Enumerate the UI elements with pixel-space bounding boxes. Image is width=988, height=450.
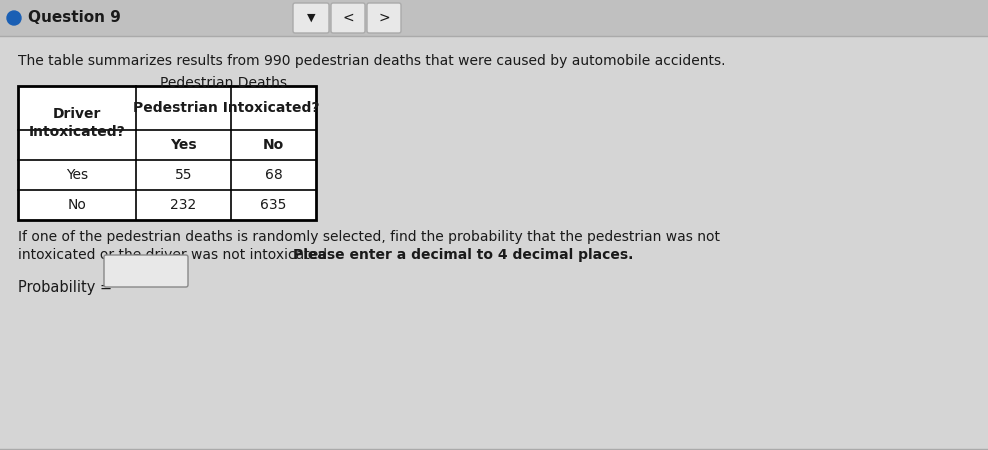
- Text: Question 9: Question 9: [28, 10, 121, 26]
- Text: 232: 232: [170, 198, 197, 212]
- Text: 55: 55: [175, 168, 193, 182]
- Text: No: No: [67, 198, 86, 212]
- FancyBboxPatch shape: [293, 3, 329, 33]
- Text: 635: 635: [260, 198, 287, 212]
- FancyBboxPatch shape: [367, 3, 401, 33]
- Text: >: >: [378, 11, 390, 25]
- Text: ▼: ▼: [306, 13, 315, 23]
- Bar: [0, 0, 988, 36]
- Bar: [18, 86, 316, 220]
- FancyBboxPatch shape: [331, 3, 365, 33]
- Text: Yes: Yes: [66, 168, 88, 182]
- Text: Pedestrian Intoxicated?: Pedestrian Intoxicated?: [132, 101, 319, 115]
- Text: Pedestrian Deaths: Pedestrian Deaths: [160, 76, 287, 90]
- Text: Yes: Yes: [170, 138, 197, 152]
- Text: No: No: [263, 138, 285, 152]
- Text: Driver
Intoxicated?: Driver Intoxicated?: [29, 107, 125, 139]
- Text: Please enter a decimal to 4 decimal places.: Please enter a decimal to 4 decimal plac…: [293, 248, 633, 262]
- FancyBboxPatch shape: [104, 255, 188, 287]
- Circle shape: [7, 11, 21, 25]
- Text: 68: 68: [265, 168, 283, 182]
- Text: The table summarizes results from 990 pedestrian deaths that were caused by auto: The table summarizes results from 990 pe…: [18, 54, 725, 68]
- Text: intoxicated or the driver was not intoxicated.: intoxicated or the driver was not intoxi…: [18, 248, 336, 262]
- Text: Probability =: Probability =: [18, 280, 112, 295]
- Text: <: <: [342, 11, 354, 25]
- Text: If one of the pedestrian deaths is randomly selected, find the probability that : If one of the pedestrian deaths is rando…: [18, 230, 720, 244]
